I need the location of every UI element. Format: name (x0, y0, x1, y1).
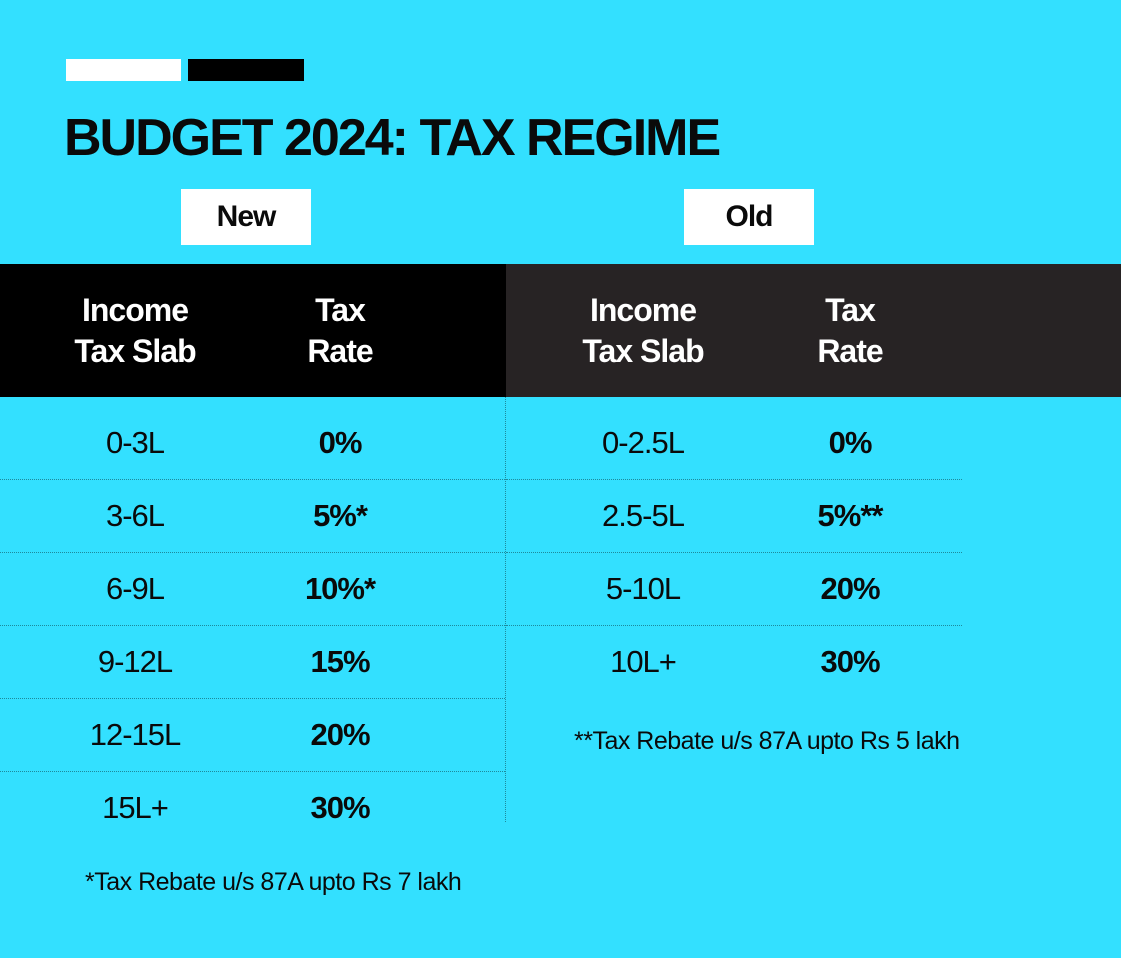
new-footnote: *Tax Rebate u/s 87A upto Rs 7 lakh (85, 868, 462, 896)
header-income-slab: Income Tax Slab (74, 292, 196, 369)
table-row: 0-3L 0% (0, 406, 505, 480)
tax-rate: 5%** (817, 497, 884, 533)
table-row: 9-12L 15% (0, 625, 505, 699)
table-row: 2.5-5L 5%** (506, 479, 962, 553)
table-row: 12-15L 20% (0, 698, 505, 772)
tax-rate: 30% (820, 643, 880, 679)
table-row: 3-6L 5%* (0, 479, 505, 553)
income-slab: 9-12L (97, 643, 173, 679)
tax-rate: 10%* (304, 570, 376, 606)
header-tax-rate: Tax Rate (817, 292, 883, 369)
income-slab: 5-10L (605, 570, 681, 606)
tax-rate: 30% (310, 789, 370, 825)
income-slab: 15L+ (102, 789, 169, 825)
table-row: 6-9L 10%* (0, 552, 505, 626)
decor-bar-white (66, 59, 181, 81)
old-footnote: **Tax Rebate u/s 87A upto Rs 5 lakh (574, 727, 960, 755)
new-table-header: Income Tax Slab Tax Rate (0, 264, 506, 397)
page-title: BUDGET 2024: TAX REGIME (64, 109, 721, 167)
header-tax-rate: Tax Rate (307, 292, 373, 369)
tax-rate: 5%* (313, 497, 368, 533)
income-slab: 6-9L (105, 570, 165, 606)
decor-bar-black (188, 59, 304, 81)
table-row: 5-10L 20% (506, 552, 962, 626)
income-slab: 0-3L (105, 424, 165, 460)
old-table-header: Income Tax Slab Tax Rate (506, 264, 1121, 397)
new-regime-label: New (181, 189, 311, 245)
tax-rate: 0% (318, 424, 363, 460)
tax-rate: 15% (310, 643, 370, 679)
tax-rate: 0% (828, 424, 873, 460)
tax-rate: 20% (310, 716, 370, 752)
tax-rate: 20% (820, 570, 880, 606)
column-divider (505, 397, 506, 822)
table-row: 0-2.5L 0% (506, 406, 962, 480)
income-slab: 2.5-5L (602, 497, 685, 533)
income-slab: 3-6L (105, 497, 165, 533)
table-row: 10L+ 30% (506, 625, 962, 698)
income-slab: 10L+ (610, 643, 677, 679)
table-row: 15L+ 30% (0, 771, 505, 844)
old-regime-label: Old (684, 189, 814, 245)
header-income-slab: Income Tax Slab (582, 292, 704, 369)
income-slab: 0-2.5L (602, 424, 685, 460)
income-slab: 12-15L (89, 716, 182, 752)
